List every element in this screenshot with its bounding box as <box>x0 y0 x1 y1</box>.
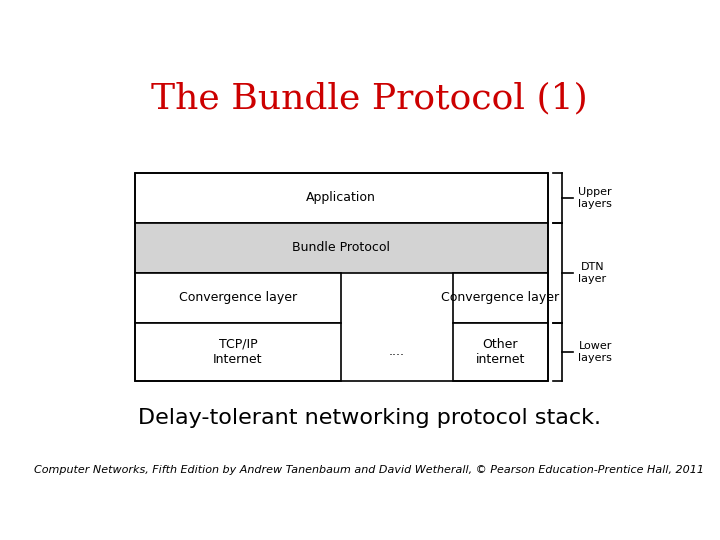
Text: Computer Networks, Fifth Edition by Andrew Tanenbaum and David Wetherall, © Pear: Computer Networks, Fifth Edition by Andr… <box>34 465 704 475</box>
Bar <box>135 173 547 381</box>
Bar <box>453 273 547 322</box>
Text: Convergence layer: Convergence layer <box>179 291 297 304</box>
Text: Lower
layers: Lower layers <box>578 341 612 362</box>
Text: Bundle Protocol: Bundle Protocol <box>292 241 390 254</box>
Text: Application: Application <box>306 191 376 204</box>
Text: The Bundle Protocol (1): The Bundle Protocol (1) <box>150 81 588 115</box>
Text: Convergence layer: Convergence layer <box>441 291 559 304</box>
Bar <box>453 322 547 381</box>
Text: TCP/IP
Internet: TCP/IP Internet <box>213 338 263 366</box>
Bar <box>135 173 547 223</box>
Text: Other
internet: Other internet <box>475 338 525 366</box>
Text: ....: .... <box>389 345 405 358</box>
Text: DTN
layer: DTN layer <box>578 262 606 284</box>
Text: Upper
layers: Upper layers <box>578 187 612 208</box>
Bar <box>135 273 341 322</box>
Text: Delay-tolerant networking protocol stack.: Delay-tolerant networking protocol stack… <box>138 408 600 428</box>
Bar <box>135 322 341 381</box>
Bar <box>135 223 547 273</box>
